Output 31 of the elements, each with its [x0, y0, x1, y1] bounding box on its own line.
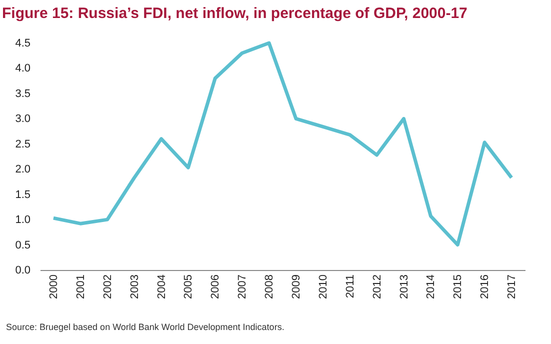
y-tick-label: 1.0	[15, 214, 30, 226]
chart-title: Figure 15: Russia’s FDI, net inflow, in percentage of GDP, 2000-17	[2, 5, 468, 22]
x-tick-label: 2015	[452, 274, 464, 299]
x-tick-label: 2008	[264, 274, 276, 299]
x-tick-label: 2007	[236, 274, 249, 299]
y-tick-label: 4.0	[15, 62, 30, 75]
x-tick-label: 2014	[425, 274, 438, 299]
x-tick-label: 2010	[317, 274, 330, 299]
x-tick-label: 2012	[371, 274, 384, 299]
x-tick-label: 2000	[48, 274, 60, 299]
y-tick-label: 2.0	[15, 164, 30, 176]
x-tick-label: 2003	[128, 274, 141, 299]
y-tick-label: 4.5	[15, 38, 30, 50]
y-tick-label: 0.0	[15, 264, 30, 276]
x-tick-label: 2004	[156, 274, 168, 299]
x-tick-label: 2016	[479, 274, 492, 299]
x-tick-label: 2009	[290, 274, 302, 299]
x-tick-label: 2006	[210, 274, 222, 299]
y-tick-label: 2.5	[15, 138, 30, 150]
x-tick-label: 2002	[102, 274, 114, 299]
line-series	[52, 41, 514, 247]
x-tick-label: 2001	[74, 274, 87, 299]
y-tick-label: 3.5	[15, 88, 30, 100]
y-tick-label: 1.5	[15, 188, 30, 201]
y-tick-label: 0.5	[15, 239, 30, 252]
x-tick-label: 2011	[344, 274, 356, 298]
y-tick-label: 3.0	[15, 113, 30, 126]
x-tick-label: 2005	[182, 274, 195, 299]
x-tick-label: 2017	[506, 274, 518, 299]
x-tick-label: 2013	[398, 274, 410, 299]
source-note: Source: Bruegel based on World Bank World Development Indicators.	[6, 322, 284, 332]
